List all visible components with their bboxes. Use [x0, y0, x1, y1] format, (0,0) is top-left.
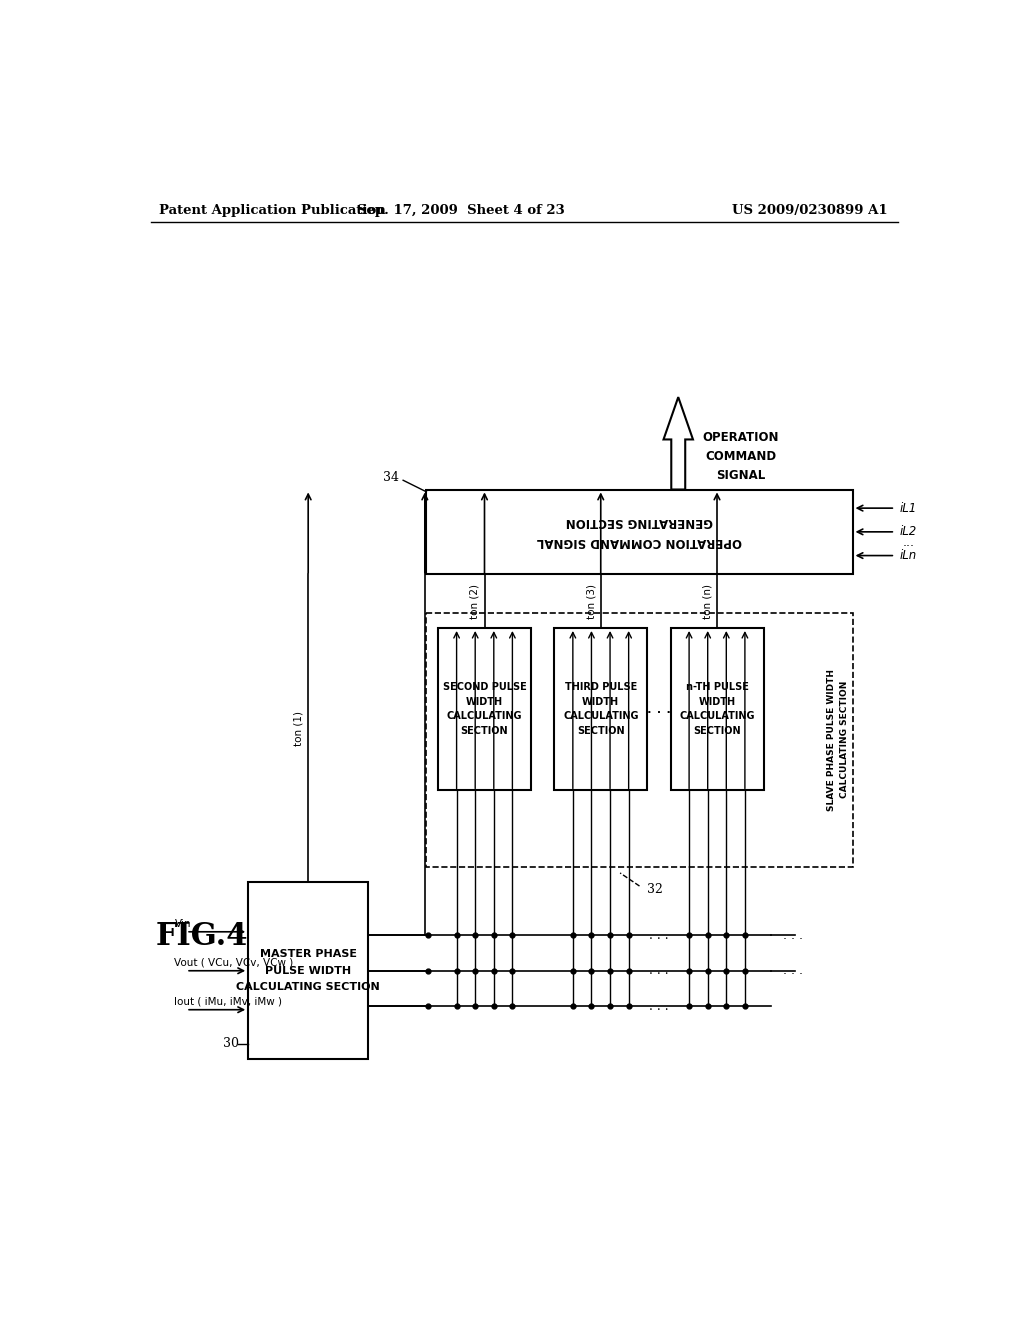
Text: . . .: . . . — [647, 702, 671, 715]
Text: US 2009/0230899 A1: US 2009/0230899 A1 — [732, 205, 888, 218]
Text: MASTER PHASE
PULSE WIDTH
CALCULATING SECTION: MASTER PHASE PULSE WIDTH CALCULATING SEC… — [237, 949, 380, 993]
Text: Vin: Vin — [174, 919, 191, 929]
Text: OPERATION COMMAND SIGNAL
GENERATING SECTION: OPERATION COMMAND SIGNAL GENERATING SECT… — [537, 515, 742, 548]
Text: . . .: . . . — [783, 929, 803, 942]
Text: ton (n): ton (n) — [702, 583, 713, 619]
Text: . . .: . . . — [649, 999, 669, 1012]
Text: SLAVE PHASE PULSE WIDTH
CALCULATING SECTION: SLAVE PHASE PULSE WIDTH CALCULATING SECT… — [827, 669, 849, 810]
Text: Iout ( iMu, iMv, iMw ): Iout ( iMu, iMv, iMw ) — [174, 997, 283, 1007]
Text: ...: ... — [903, 536, 915, 549]
Text: 34: 34 — [384, 471, 399, 484]
Text: n-TH PULSE
WIDTH
CALCULATING
SECTION: n-TH PULSE WIDTH CALCULATING SECTION — [679, 681, 755, 737]
Text: ton (1): ton (1) — [294, 710, 303, 746]
Text: FIG.4: FIG.4 — [156, 920, 248, 952]
Text: ton (2): ton (2) — [470, 583, 480, 619]
Bar — [248, 882, 369, 1059]
Text: 32: 32 — [647, 883, 663, 896]
Text: ton (3): ton (3) — [586, 583, 596, 619]
Text: . . .: . . . — [649, 964, 669, 977]
Bar — [671, 628, 764, 789]
Text: SECOND PULSE
WIDTH
CALCULATING
SECTION: SECOND PULSE WIDTH CALCULATING SECTION — [442, 681, 526, 737]
Polygon shape — [664, 397, 693, 490]
Text: iL1: iL1 — [899, 502, 916, 515]
Bar — [554, 628, 647, 789]
Text: . . .: . . . — [649, 929, 669, 942]
Text: iLn: iLn — [899, 549, 916, 562]
Bar — [426, 612, 853, 867]
Text: 30: 30 — [223, 1038, 239, 1051]
Text: Vout ( VCu, VCv, VCw ): Vout ( VCu, VCv, VCw ) — [174, 958, 294, 968]
Text: Sep. 17, 2009  Sheet 4 of 23: Sep. 17, 2009 Sheet 4 of 23 — [357, 205, 565, 218]
Text: THIRD PULSE
WIDTH
CALCULATING
SECTION: THIRD PULSE WIDTH CALCULATING SECTION — [563, 681, 639, 737]
Bar — [426, 490, 853, 574]
Text: . . .: . . . — [649, 999, 669, 1012]
Text: OPERATION
COMMAND
SIGNAL: OPERATION COMMAND SIGNAL — [702, 432, 779, 482]
Text: iL2: iL2 — [899, 525, 916, 539]
Text: . . .: . . . — [649, 929, 669, 942]
Text: Patent Application Publication: Patent Application Publication — [159, 205, 386, 218]
Text: . . .: . . . — [647, 702, 671, 715]
Text: . . .: . . . — [783, 964, 803, 977]
Bar — [438, 628, 531, 789]
Text: . . .: . . . — [649, 964, 669, 977]
